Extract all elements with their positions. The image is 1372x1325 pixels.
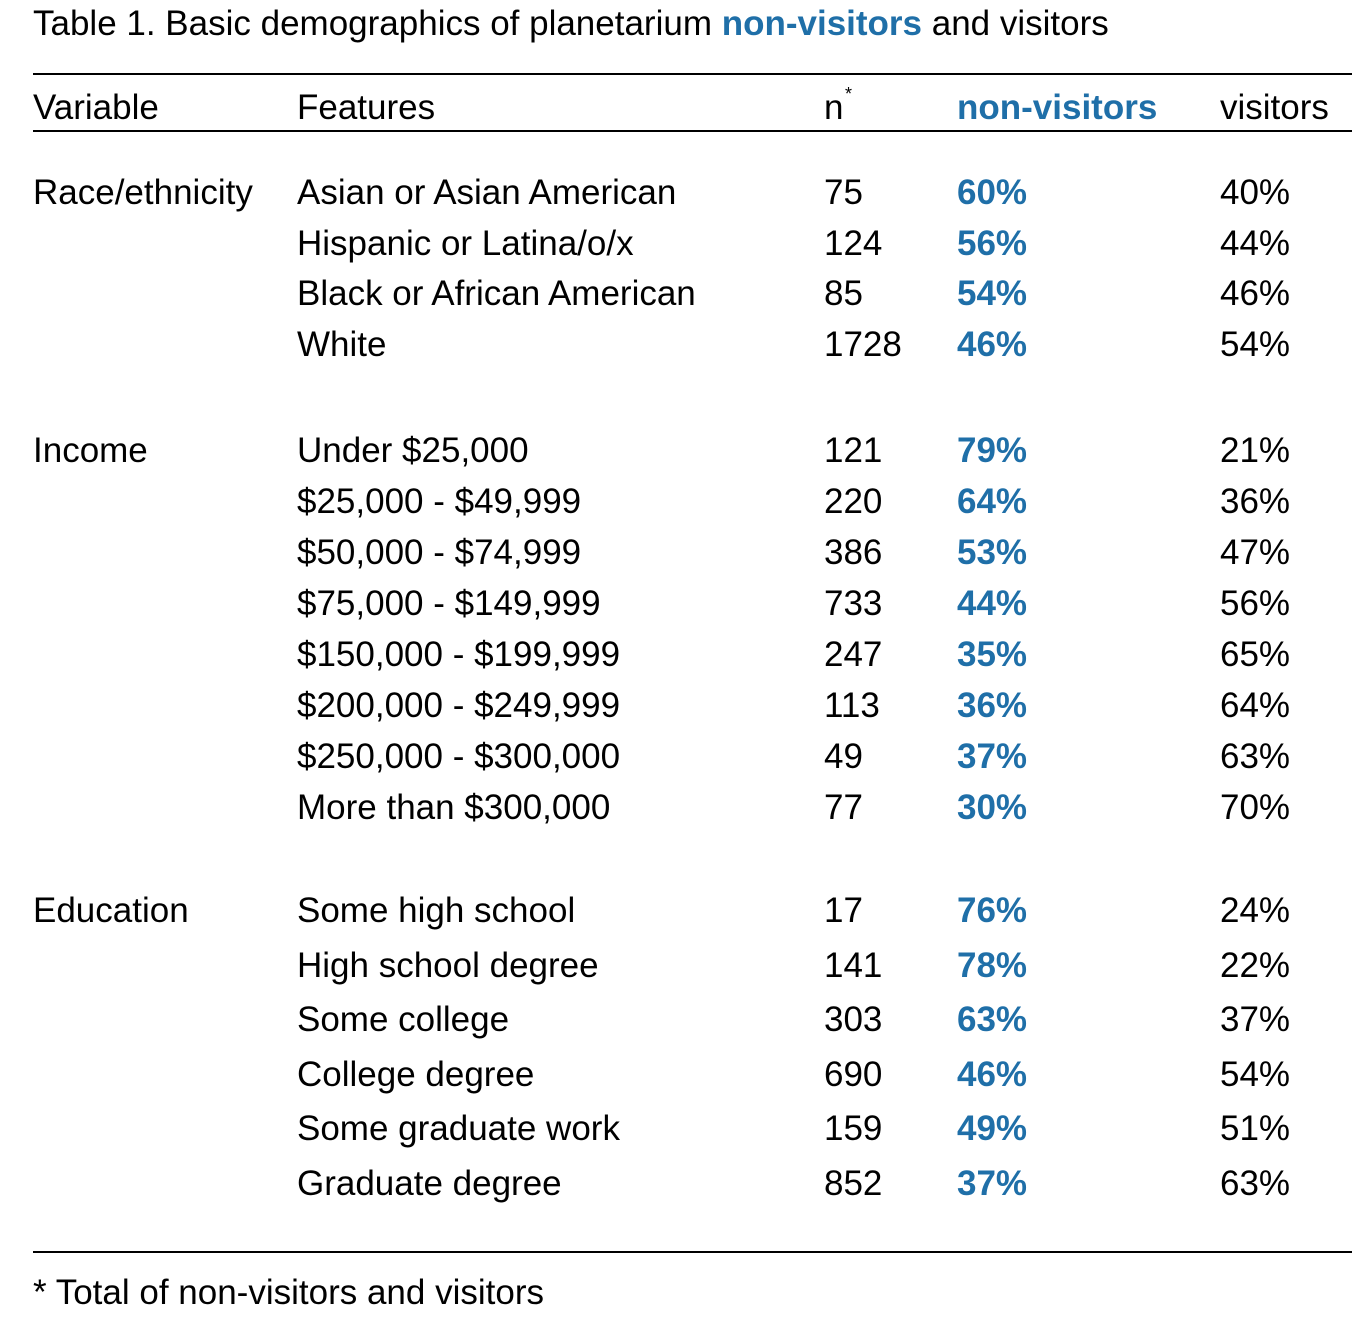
non-visitors-cell: 76% [957, 891, 1028, 930]
visitors-cell: 37% [1220, 1000, 1291, 1039]
feature-cell: College degree [297, 1055, 535, 1094]
visitors-cell: 56% [1220, 584, 1291, 623]
feature-cell: Some graduate work [297, 1109, 620, 1148]
footnote: * Total of non-visitors and visitors [33, 1273, 544, 1312]
table-title: Table 1. Basic demographics of planetari… [33, 4, 1109, 44]
visitors-cell: 65% [1220, 635, 1291, 674]
header-variable: Variable [33, 88, 159, 127]
feature-cell: $75,000 - $149,999 [297, 584, 601, 623]
feature-cell: Under $25,000 [297, 431, 529, 470]
header-n-footnote-marker: * [845, 84, 853, 104]
visitors-cell: 44% [1220, 224, 1291, 263]
non-visitors-cell: 46% [957, 1055, 1028, 1094]
feature-cell: $200,000 - $249,999 [297, 686, 621, 725]
n-cell: 49 [824, 737, 863, 776]
non-visitors-cell: 56% [957, 224, 1028, 263]
n-cell: 220 [824, 482, 883, 521]
header-features: Features [297, 88, 436, 127]
n-cell: 733 [824, 584, 883, 623]
visitors-cell: 54% [1220, 1055, 1291, 1094]
visitors-cell: 70% [1220, 788, 1291, 827]
feature-cell: Hispanic or Latina/o/x [297, 224, 634, 263]
table-title-highlight: non-visitors [721, 4, 923, 43]
n-cell: 113 [824, 686, 880, 725]
feature-cell: $250,000 - $300,000 [297, 737, 621, 776]
n-cell: 690 [824, 1055, 883, 1094]
n-cell: 124 [824, 224, 883, 263]
visitors-cell: 63% [1220, 1164, 1291, 1203]
n-cell: 303 [824, 1000, 883, 1039]
variable-label: Education [33, 891, 189, 930]
non-visitors-cell: 79% [957, 431, 1028, 470]
visitors-cell: 36% [1220, 482, 1291, 521]
visitors-cell: 51% [1220, 1109, 1291, 1148]
n-cell: 85 [824, 274, 863, 313]
feature-cell: $50,000 - $74,999 [297, 533, 582, 572]
n-cell: 77 [824, 788, 863, 827]
non-visitors-cell: 60% [957, 173, 1028, 212]
non-visitors-cell: 30% [957, 788, 1028, 827]
visitors-cell: 21% [1220, 431, 1291, 470]
visitors-cell: 22% [1220, 946, 1291, 985]
top-rule [33, 73, 1352, 75]
feature-cell: $150,000 - $199,999 [297, 635, 621, 674]
non-visitors-cell: 53% [957, 533, 1028, 572]
table-title-suffix: and visitors [922, 4, 1109, 43]
feature-cell: Graduate degree [297, 1164, 562, 1203]
variable-label: Race/ethnicity [33, 173, 253, 212]
visitors-cell: 63% [1220, 737, 1291, 776]
non-visitors-cell: 36% [957, 686, 1028, 725]
visitors-cell: 24% [1220, 891, 1291, 930]
feature-cell: High school degree [297, 946, 599, 985]
n-cell: 75 [824, 173, 863, 212]
non-visitors-cell: 78% [957, 946, 1028, 985]
header-non-visitors: non-visitors [957, 88, 1158, 127]
non-visitors-cell: 37% [957, 737, 1028, 776]
feature-cell: Some college [297, 1000, 510, 1039]
n-cell: 159 [824, 1109, 883, 1148]
non-visitors-cell: 49% [957, 1109, 1028, 1148]
visitors-cell: 40% [1220, 173, 1291, 212]
table-title-prefix: Table 1. Basic demographics of planetari… [33, 4, 722, 43]
visitors-cell: 46% [1220, 274, 1291, 313]
n-cell: 141 [824, 946, 883, 985]
n-cell: 247 [824, 635, 883, 674]
n-cell: 17 [824, 891, 863, 930]
n-cell: 852 [824, 1164, 883, 1203]
non-visitors-cell: 37% [957, 1164, 1028, 1203]
non-visitors-cell: 63% [957, 1000, 1028, 1039]
header-rule [33, 130, 1352, 132]
non-visitors-cell: 64% [957, 482, 1028, 521]
header-n: n [824, 88, 844, 127]
visitors-cell: 47% [1220, 533, 1291, 572]
feature-cell: White [297, 325, 387, 364]
feature-cell: Black or African American [297, 274, 696, 313]
n-cell: 121 [824, 431, 883, 470]
feature-cell: Some high school [297, 891, 576, 930]
non-visitors-cell: 54% [957, 274, 1028, 313]
header-visitors: visitors [1220, 88, 1329, 127]
feature-cell: $25,000 - $49,999 [297, 482, 582, 521]
visitors-cell: 54% [1220, 325, 1291, 364]
visitors-cell: 64% [1220, 686, 1291, 725]
feature-cell: Asian or Asian American [297, 173, 677, 212]
non-visitors-cell: 35% [957, 635, 1028, 674]
variable-label: Income [33, 431, 148, 470]
bottom-rule [33, 1251, 1352, 1253]
non-visitors-cell: 44% [957, 584, 1028, 623]
n-cell: 386 [824, 533, 883, 572]
non-visitors-cell: 46% [957, 325, 1028, 364]
feature-cell: More than $300,000 [297, 788, 611, 827]
n-cell: 1728 [824, 325, 902, 364]
